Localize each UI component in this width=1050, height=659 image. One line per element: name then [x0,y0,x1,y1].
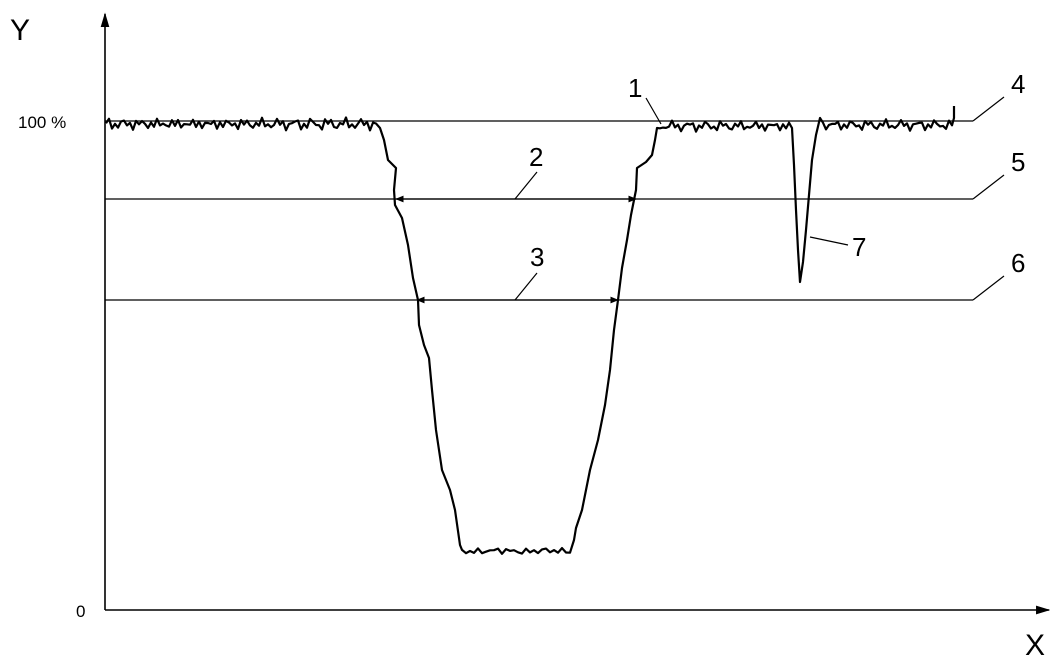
leader-line-4 [972,96,1005,122]
reference-numeral-7: 7 [852,232,866,262]
leader-line-7 [809,236,849,246]
reference-numeral-6: 6 [1011,248,1025,278]
reference-numeral-2: 2 [529,142,543,172]
leader-line-1 [645,97,662,125]
y-axis-label: Y [10,14,30,47]
reference-numeral-1: 1 [628,73,642,103]
leader-line-6 [972,275,1005,301]
x-axis-label: X [1025,629,1045,659]
reference-numeral-5: 5 [1011,147,1025,177]
reference-numeral-3: 3 [530,242,544,272]
leader-line-3 [514,272,538,301]
y-tick-zero: 0 [76,602,85,621]
leader-line-5 [972,174,1005,200]
reference-numeral-4: 4 [1011,69,1025,99]
y-tick-100-percent: 100 % [18,113,66,132]
signal-curve [105,106,956,555]
leader-line-2 [514,171,538,200]
